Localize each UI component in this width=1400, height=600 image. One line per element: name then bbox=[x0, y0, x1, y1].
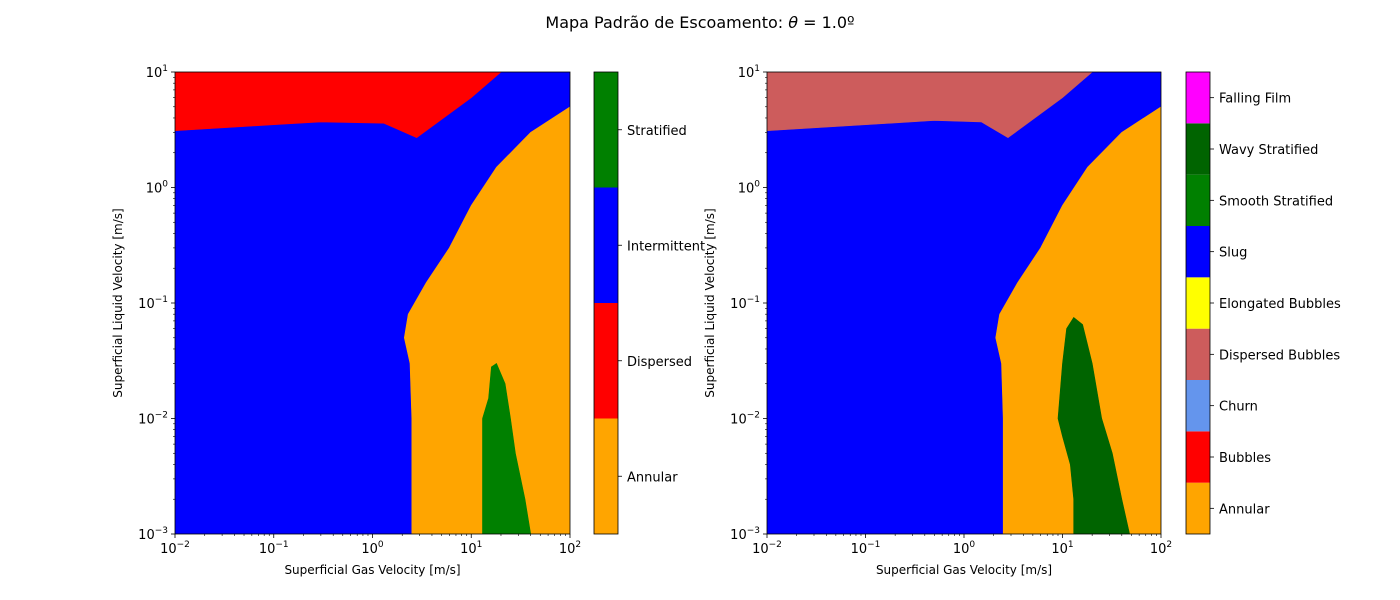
region-dispersed bbox=[175, 72, 502, 139]
y-tick-label: 10−3 bbox=[138, 526, 168, 543]
colorbar-swatch-wavy-stratified bbox=[1186, 123, 1210, 175]
x-tick-label: 10−2 bbox=[752, 540, 782, 557]
colorbar-swatch-smooth-stratified bbox=[1186, 174, 1210, 226]
y-tick-label: 100 bbox=[738, 180, 761, 197]
x-tick-label: 10−1 bbox=[259, 540, 289, 557]
colorbar-swatch-intermittent bbox=[594, 187, 618, 303]
x-tick-label: 100 bbox=[953, 540, 976, 557]
colorbar-frame bbox=[1185, 71, 1211, 535]
x-tick-label: 100 bbox=[361, 540, 384, 557]
colorbar-label-dispersed: Dispersed bbox=[627, 355, 692, 370]
region-annular bbox=[995, 106, 1161, 534]
colorbar-swatch-stratified bbox=[594, 72, 618, 188]
y-tick-label: 10−3 bbox=[730, 526, 760, 543]
x-axis-label: Superficial Gas Velocity [m/s] bbox=[876, 563, 1052, 577]
x-tick-label: 102 bbox=[1150, 540, 1172, 557]
colorbar-label-dispersed-bubbles: Dispersed Bubbles bbox=[1219, 348, 1340, 363]
region-annular bbox=[403, 106, 570, 534]
colorbar-swatch-churn bbox=[1186, 380, 1210, 432]
x-tick-label: 10−1 bbox=[851, 540, 881, 557]
figure-title: Mapa Padrão de Escoamento: θ = 1.0º bbox=[545, 13, 854, 32]
colorbar-swatch-annular bbox=[1186, 482, 1210, 534]
colorbar-label-falling-film: Falling Film bbox=[1219, 92, 1291, 107]
colorbar-swatch-annular bbox=[594, 418, 618, 534]
colorbar-label-intermittent: Intermittent bbox=[627, 239, 705, 254]
plot-area bbox=[175, 72, 570, 534]
colorbar-label-churn: Churn bbox=[1219, 400, 1258, 415]
colorbar-label-elongated-bubbles: Elongated Bubbles bbox=[1219, 297, 1341, 312]
x-tick-label: 101 bbox=[1051, 540, 1073, 557]
y-tick-label: 10−1 bbox=[138, 295, 168, 312]
y-tick-label: 10−2 bbox=[138, 411, 168, 428]
region-wavy-stratified bbox=[1057, 316, 1130, 534]
colorbar-label-annular: Annular bbox=[627, 470, 678, 485]
colorbar-label-bubbles: Bubbles bbox=[1219, 451, 1271, 466]
colorbar-label-smooth-stratified: Smooth Stratified bbox=[1219, 194, 1333, 209]
colorbar-swatch-dispersed bbox=[594, 303, 618, 419]
y-axis-label: Superficial Liquid Velocity [m/s] bbox=[703, 208, 717, 397]
colorbar-label-wavy-stratified: Wavy Stratified bbox=[1219, 143, 1318, 158]
colorbar-frame bbox=[593, 71, 619, 535]
y-tick-label: 10−1 bbox=[730, 295, 760, 312]
flow-map-left: 10−2 10−1 100 101 10210−310−210−1100101Super… bbox=[111, 64, 705, 577]
colorbar-label-slug: Slug bbox=[1219, 246, 1247, 261]
flow-map-right: 10−2 10−1 100 101 10210−310−210−1100101Super… bbox=[703, 64, 1341, 577]
plot-frame bbox=[174, 71, 571, 535]
x-tick-label: 102 bbox=[559, 540, 581, 557]
y-axis-label: Superficial Liquid Velocity [m/s] bbox=[111, 208, 125, 397]
colorbar-swatch-slug bbox=[1186, 226, 1210, 278]
x-tick-label: 10−2 bbox=[160, 540, 190, 557]
colorbar-label-annular: Annular bbox=[1219, 502, 1270, 517]
plot-area bbox=[767, 72, 1161, 534]
y-tick-label: 10−2 bbox=[730, 411, 760, 428]
x-tick-label: 101 bbox=[460, 540, 482, 557]
region-dispersed-bubbles bbox=[767, 72, 1093, 139]
plot-frame bbox=[766, 71, 1162, 535]
x-axis-label: Superficial Gas Velocity [m/s] bbox=[284, 563, 460, 577]
y-tick-label: 101 bbox=[146, 64, 168, 81]
y-tick-label: 101 bbox=[738, 64, 760, 81]
colorbar-label-stratified: Stratified bbox=[627, 124, 687, 139]
colorbar-swatch-falling-film bbox=[1186, 72, 1210, 124]
colorbar-swatch-elongated-bubbles bbox=[1186, 277, 1210, 329]
region-stratified bbox=[482, 362, 532, 534]
y-tick-label: 100 bbox=[146, 180, 169, 197]
colorbar-swatch-dispersed-bubbles bbox=[1186, 328, 1210, 380]
colorbar-swatch-bubbles bbox=[1186, 431, 1210, 483]
